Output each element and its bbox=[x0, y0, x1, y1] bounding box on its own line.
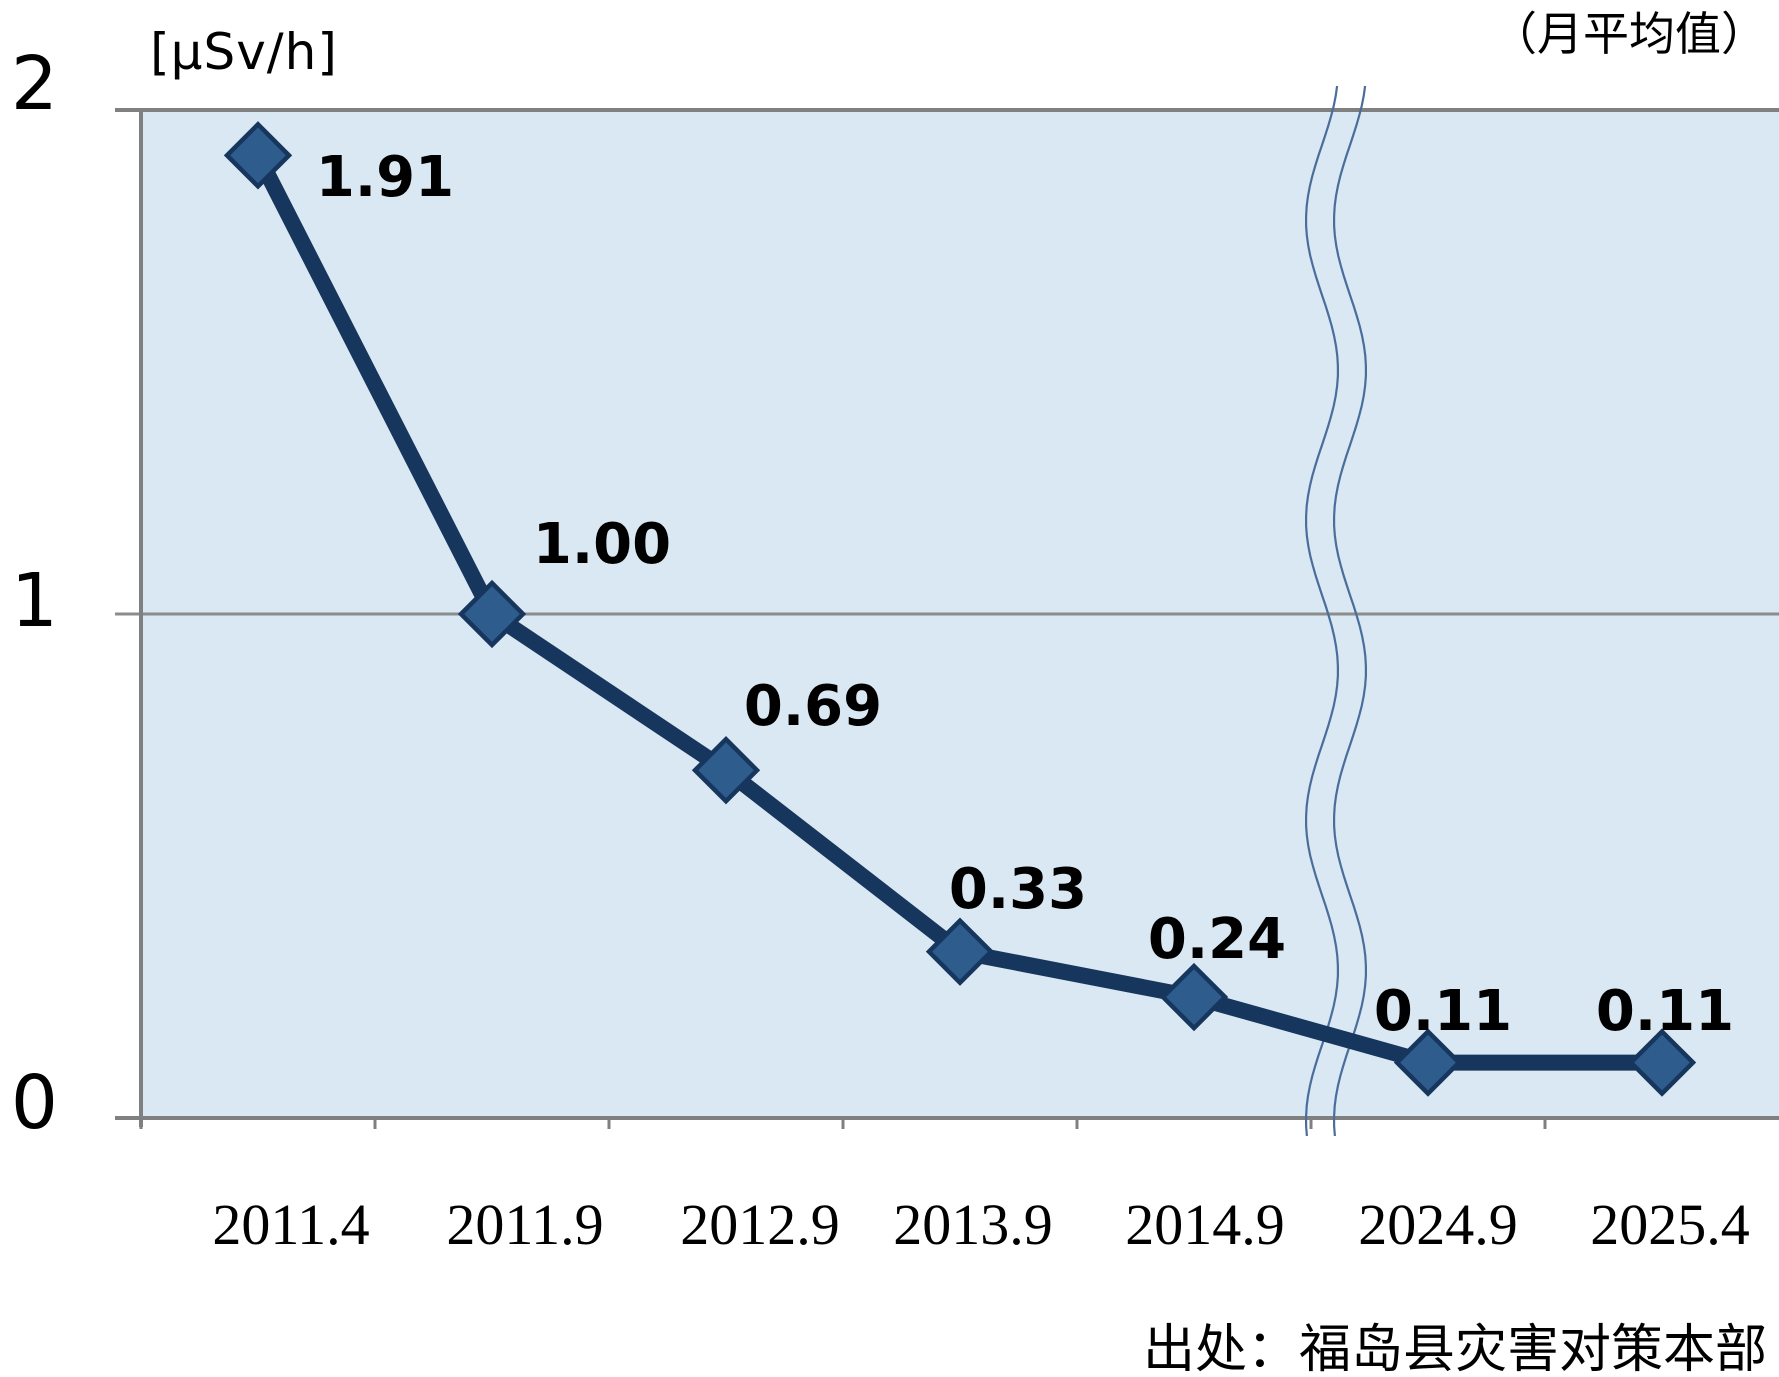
data-label-2025-4: 0.11 bbox=[1595, 979, 1735, 1044]
data-point-marker bbox=[1627, 1028, 1697, 1097]
x-tick-2011-9: 2011.9 bbox=[446, 1192, 604, 1257]
axis-break-wave bbox=[1305, 85, 1339, 1137]
data-label-2011-4: 1.91 bbox=[315, 145, 455, 210]
data-label-2012-9: 0.69 bbox=[743, 674, 883, 739]
axis-break-wave bbox=[1333, 85, 1367, 1137]
data-label-2013-9: 0.33 bbox=[948, 857, 1088, 922]
y-tick-0: 0 bbox=[10, 1060, 58, 1146]
x-tick-2012-9: 2012.9 bbox=[680, 1192, 840, 1257]
y-tick-1: 1 bbox=[10, 558, 58, 644]
y-tick-2: 2 bbox=[10, 41, 58, 127]
y-axis-unit-label: [μSv/h] bbox=[150, 23, 338, 81]
data-point-marker bbox=[457, 579, 527, 649]
data-point-marker bbox=[1159, 962, 1229, 1032]
data-label-2014-9: 0.24 bbox=[1147, 907, 1287, 972]
data-label-2024-9: 0.11 bbox=[1373, 979, 1513, 1044]
x-tick-2014-9: 2014.9 bbox=[1125, 1192, 1285, 1257]
x-tick-2011-4: 2011.4 bbox=[212, 1192, 370, 1257]
data-point-marker bbox=[691, 736, 761, 805]
x-tick-2024-9: 2024.9 bbox=[1358, 1192, 1518, 1257]
x-tick-2013-9: 2013.9 bbox=[893, 1192, 1053, 1257]
monthly-average-note: （月平均值） bbox=[1491, 9, 1767, 60]
data-label-2011-9: 1.00 bbox=[532, 512, 672, 577]
source-attribution: 出处：福岛县灾害对策本部 bbox=[1142, 1322, 1767, 1377]
data-point-marker bbox=[223, 121, 293, 190]
data-point-marker bbox=[925, 917, 995, 986]
data-point-marker bbox=[1393, 1028, 1463, 1097]
x-tick-2025-4: 2025.4 bbox=[1590, 1192, 1750, 1257]
